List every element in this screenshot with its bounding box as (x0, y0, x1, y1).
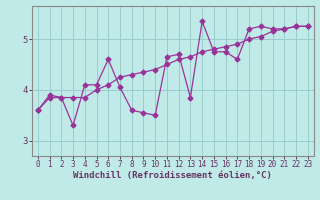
X-axis label: Windchill (Refroidissement éolien,°C): Windchill (Refroidissement éolien,°C) (73, 171, 272, 180)
